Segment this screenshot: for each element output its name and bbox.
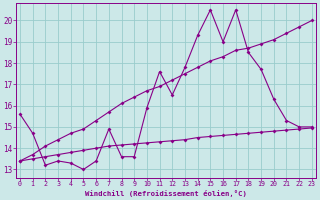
X-axis label: Windchill (Refroidissement éolien,°C): Windchill (Refroidissement éolien,°C) — [85, 190, 247, 197]
